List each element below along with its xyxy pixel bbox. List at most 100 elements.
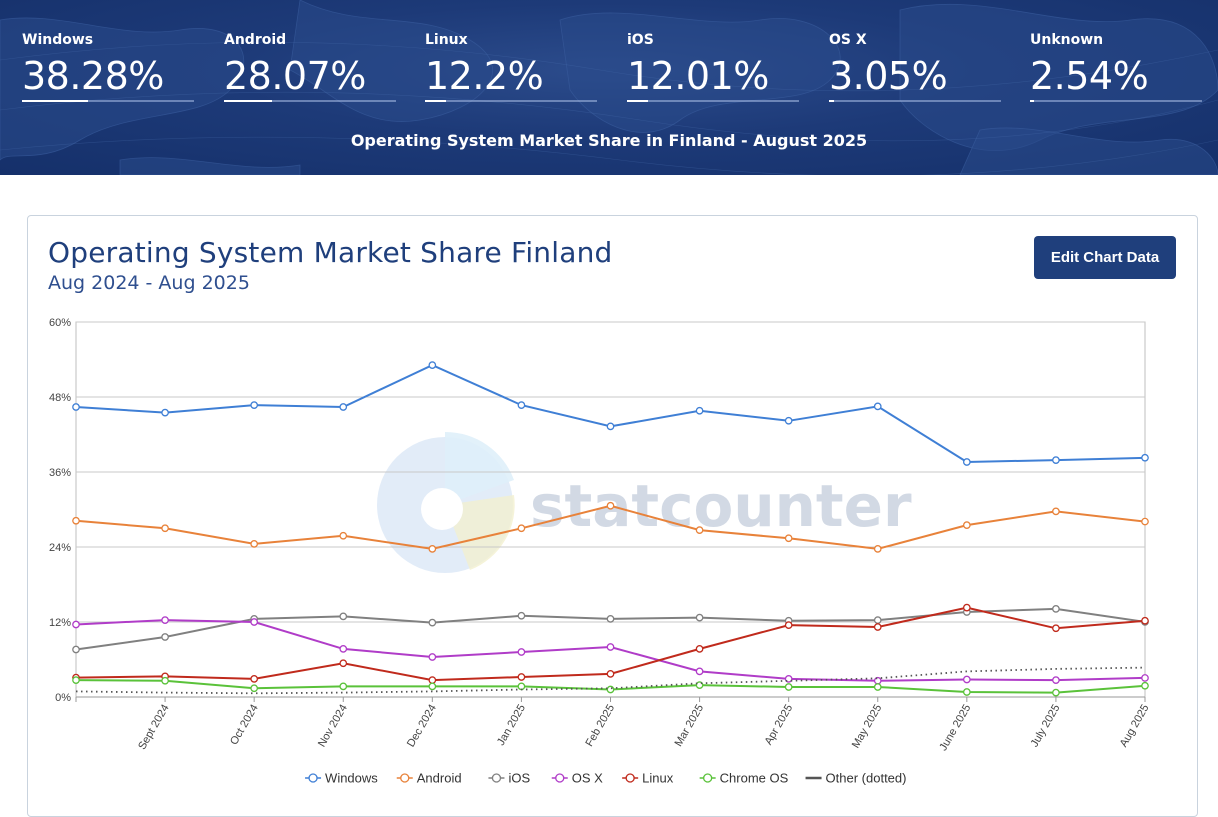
data-point[interactable]	[428, 653, 437, 661]
data-point[interactable]	[517, 648, 526, 656]
data-point[interactable]	[606, 501, 615, 510]
data-point[interactable]	[695, 613, 704, 622]
data-point[interactable]	[606, 685, 615, 694]
data-point[interactable]	[873, 623, 882, 631]
data-point[interactable]	[72, 620, 80, 629]
x-tick-label: Feb 2025	[583, 703, 617, 749]
stat-linux[interactable]: Linux 12.2%	[425, 32, 597, 102]
stat-bar	[627, 100, 799, 102]
y-tick-label: 24%	[49, 542, 71, 554]
data-point[interactable]	[428, 361, 437, 369]
x-tick-label: Oct 2024	[228, 703, 261, 748]
data-point[interactable]	[428, 676, 437, 684]
y-tick-label: 48%	[49, 392, 71, 404]
data-point[interactable]	[1052, 456, 1060, 464]
stat-bar-fill	[627, 100, 648, 102]
data-point[interactable]	[72, 676, 80, 684]
data-point[interactable]	[873, 676, 882, 685]
x-tick-label: May 2025	[850, 703, 885, 751]
stat-label: Linux	[425, 32, 468, 48]
data-point[interactable]	[962, 458, 971, 466]
stat-unknown[interactable]: Unknown 2.54%	[1030, 32, 1202, 102]
data-point[interactable]	[784, 683, 793, 691]
data-point[interactable]	[517, 673, 526, 681]
data-point[interactable]	[339, 682, 348, 691]
legend-item[interactable]: OS X	[551, 771, 603, 786]
legend-item[interactable]: iOS	[488, 771, 530, 786]
edit-chart-data-button[interactable]: Edit Chart Data	[1034, 236, 1176, 279]
data-point[interactable]	[250, 684, 259, 693]
data-point[interactable]	[339, 659, 348, 668]
data-point[interactable]	[339, 645, 348, 653]
data-point[interactable]	[161, 633, 169, 641]
data-point[interactable]	[606, 615, 615, 623]
data-point[interactable]	[428, 618, 437, 627]
x-tick-label: Mar 2025	[673, 703, 707, 749]
series-line-other-dotted	[75, 666, 1146, 695]
data-point[interactable]	[962, 603, 971, 612]
stat-android[interactable]: Android 28.07%	[224, 32, 396, 102]
data-point[interactable]	[339, 403, 348, 411]
data-point[interactable]	[1052, 624, 1060, 633]
y-tick-label: 12%	[49, 617, 71, 629]
legend-label: Windows	[325, 771, 378, 786]
data-point[interactable]	[1141, 681, 1149, 690]
data-point[interactable]	[784, 416, 793, 425]
data-point[interactable]	[428, 682, 437, 691]
data-point[interactable]	[72, 645, 80, 654]
data-point[interactable]	[339, 612, 348, 621]
stat-windows[interactable]: Windows 38.28%	[22, 32, 194, 102]
data-point[interactable]	[1141, 674, 1149, 682]
data-point[interactable]	[606, 670, 615, 678]
stat-value: 2.54%	[1030, 54, 1149, 98]
data-point[interactable]	[606, 643, 615, 651]
data-point[interactable]	[428, 545, 437, 553]
data-point[interactable]	[962, 521, 971, 529]
data-point[interactable]	[962, 688, 971, 696]
data-point[interactable]	[517, 401, 526, 409]
data-point[interactable]	[1141, 517, 1149, 526]
data-point[interactable]	[250, 540, 259, 548]
data-point[interactable]	[695, 667, 704, 676]
data-point[interactable]	[695, 526, 704, 534]
data-point[interactable]	[161, 524, 169, 533]
legend-item[interactable]: Chrome OS	[699, 771, 789, 786]
legend-item[interactable]: Android	[396, 771, 462, 786]
legend-item[interactable]: Other (dotted)	[805, 771, 907, 786]
data-point[interactable]	[517, 524, 526, 533]
data-point[interactable]	[873, 683, 882, 691]
data-point[interactable]	[1141, 616, 1149, 625]
data-point[interactable]	[784, 534, 793, 543]
data-point[interactable]	[161, 676, 169, 685]
stat-osx[interactable]: OS X 3.05%	[829, 32, 1001, 102]
data-point[interactable]	[161, 616, 169, 624]
stat-ios[interactable]: iOS 12.01%	[627, 32, 799, 102]
data-point[interactable]	[1052, 605, 1060, 613]
data-point[interactable]	[250, 618, 259, 626]
data-point[interactable]	[250, 401, 259, 409]
x-tick-label: Sept 2024	[136, 703, 171, 752]
data-point[interactable]	[606, 422, 615, 431]
data-point[interactable]	[695, 406, 704, 415]
data-point[interactable]	[250, 675, 259, 683]
data-point[interactable]	[161, 408, 169, 417]
legend-item[interactable]: Linux	[622, 771, 674, 786]
data-point[interactable]	[873, 616, 882, 624]
data-point[interactable]	[72, 516, 80, 525]
legend-label: OS X	[572, 771, 603, 786]
data-point[interactable]	[1052, 688, 1060, 697]
data-point[interactable]	[784, 621, 793, 629]
data-point[interactable]	[873, 545, 882, 553]
data-point[interactable]	[695, 645, 704, 653]
data-point[interactable]	[1052, 676, 1060, 684]
legend-item[interactable]: Windows	[305, 771, 378, 786]
data-point[interactable]	[873, 402, 882, 411]
data-point[interactable]	[339, 531, 348, 540]
data-point[interactable]	[1141, 453, 1149, 462]
data-point[interactable]	[1052, 507, 1060, 516]
data-point[interactable]	[517, 611, 526, 620]
data-point[interactable]	[962, 675, 971, 684]
data-point[interactable]	[72, 403, 80, 411]
stat-label: OS X	[829, 32, 867, 48]
stat-label: Android	[224, 32, 287, 48]
